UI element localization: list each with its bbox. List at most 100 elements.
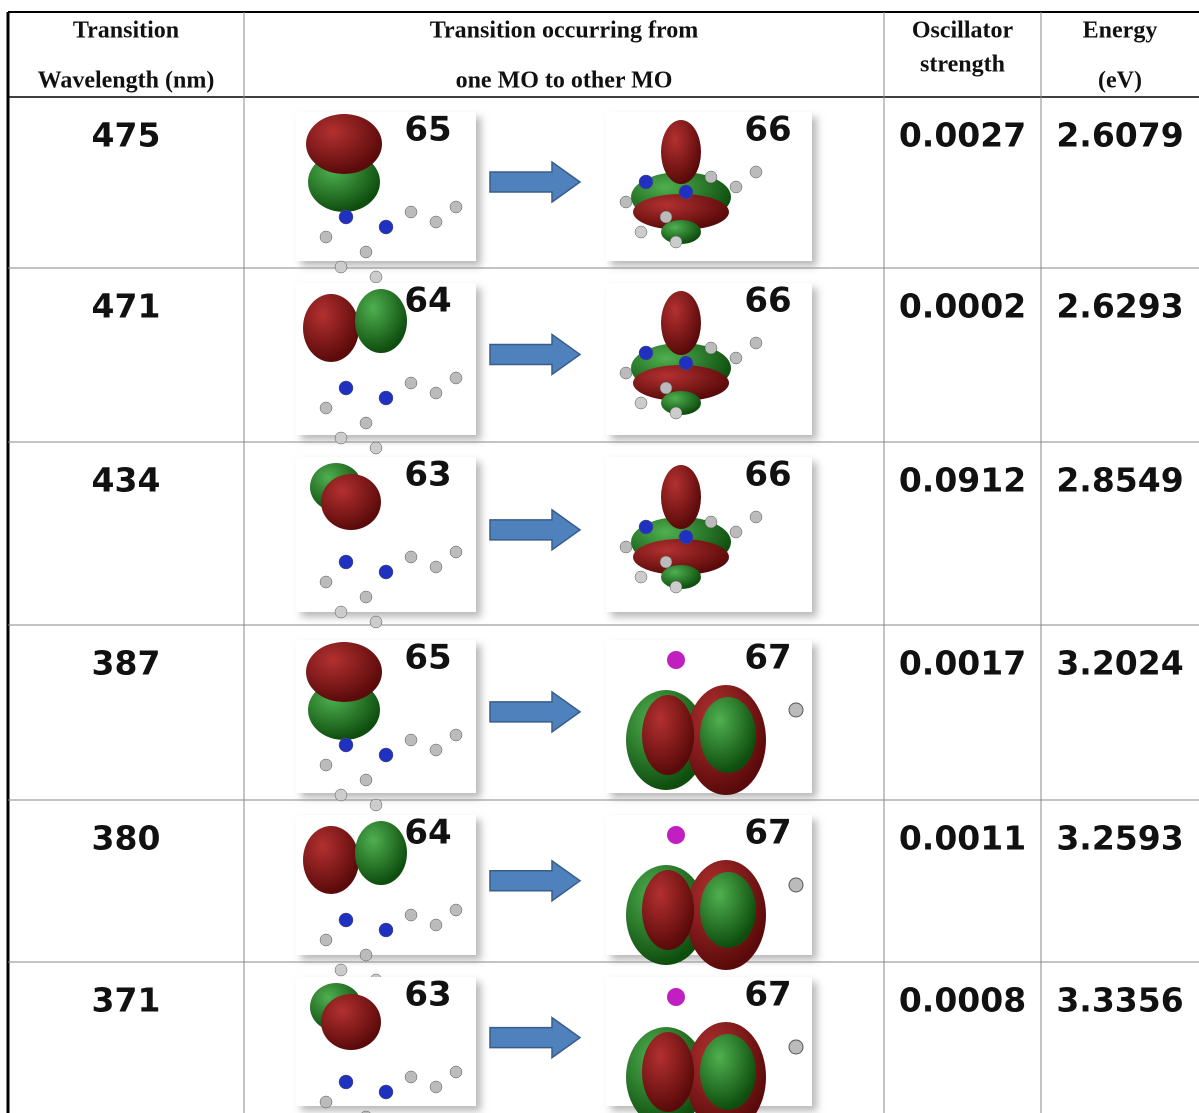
atom [339,381,353,395]
transition-arrow [490,861,580,901]
atom [635,397,647,409]
atom [639,175,653,189]
header-text: Transition [73,18,179,44]
orbital-lobe [661,291,701,355]
atom [370,616,382,628]
mo-from: 63 [404,455,451,495]
header-text: Oscillator [912,18,1014,44]
atom [339,913,353,927]
atom [339,555,353,569]
atom [667,651,685,669]
header-text: Transition occurring from [430,18,698,44]
mo-from: 64 [404,813,451,853]
oscillator-strength: 0.0017 [899,644,1026,683]
atom [370,799,382,811]
atom [405,551,417,563]
atom [679,185,693,199]
orbital-lobe [700,872,756,948]
atom [379,565,393,579]
atom [705,171,717,183]
mo-to: 66 [744,110,791,150]
atom [705,342,717,354]
atom [405,734,417,746]
mo-to: 67 [744,813,791,853]
atom [379,748,393,762]
transition-arrow [490,1018,580,1058]
oscillator-strength: 0.0011 [899,819,1026,858]
energy: 3.2024 [1056,644,1183,683]
header-text: strength [920,52,1005,78]
atom [639,520,653,534]
atom [339,210,353,224]
atom [670,236,682,248]
transition-arrow [490,510,580,550]
atom [620,541,632,553]
wavelength: 387 [92,644,161,683]
oscillator-strength: 0.0912 [899,461,1026,500]
atom [360,774,372,786]
wavelength: 380 [92,819,161,858]
mo-from: 65 [404,110,451,150]
header-text: one MO to other MO [456,68,673,94]
mo-from: 65 [404,638,451,678]
mo-to: 66 [744,281,791,321]
atom [320,934,332,946]
table-grid [8,12,1199,1113]
page: Transition Wavelength (nm) Transition occu… [0,0,1199,1113]
atom [430,561,442,573]
atom [430,744,442,756]
orbital-lobe [303,294,359,362]
orbital-lobe [642,870,694,950]
atom [320,759,332,771]
atom [635,226,647,238]
atom [730,526,742,538]
atom [320,576,332,588]
atom [335,606,347,618]
atom [660,556,672,568]
orbital-lobe [355,821,407,885]
atom [750,166,762,178]
atom [405,206,417,218]
atom [379,391,393,405]
atom [750,511,762,523]
atom [450,201,462,213]
energy: 2.6293 [1056,287,1183,326]
wavelength: 475 [92,116,161,155]
header-text: Wavelength (nm) [38,68,215,94]
atom [320,1096,332,1108]
atom [450,729,462,741]
atom [679,356,693,370]
oscillator-strength: 0.0008 [899,981,1026,1020]
atom [660,382,672,394]
atom [360,591,372,603]
orbital-lobe [642,1032,694,1112]
oscillator-strength: 0.0027 [899,116,1026,155]
table-row: 38765670.00173.2024 [92,638,1184,812]
oscillator-strength: 0.0002 [899,287,1026,326]
atom [670,407,682,419]
atom [450,904,462,916]
transition-arrow [490,334,580,374]
table-row: 37163670.00083.3356 [92,975,1184,1113]
orbital-lobe [355,289,407,353]
atom [339,738,353,752]
atom [335,261,347,273]
atom [789,878,803,892]
wavelength: 434 [92,461,161,500]
atom [667,988,685,1006]
atom [430,1081,442,1093]
orbital-lobe [306,114,382,174]
transition-arrow [490,162,580,202]
mo-to: 66 [744,455,791,495]
orbital-lobe [321,994,381,1050]
atom [360,417,372,429]
atom [335,789,347,801]
atom [660,211,672,223]
atom [450,546,462,558]
orbital-lobe [321,474,381,530]
atom [335,964,347,976]
atom [730,181,742,193]
wavelength: 471 [92,287,161,326]
